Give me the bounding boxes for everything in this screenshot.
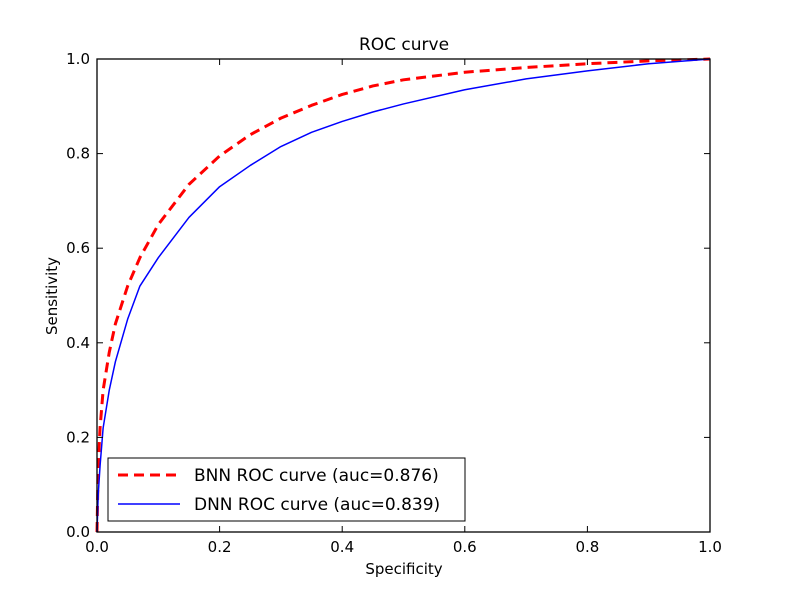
x-axis-label: Specificity (365, 560, 442, 578)
y-tick-label: 0.0 (66, 523, 90, 541)
series-line-dnn (96, 58, 711, 533)
legend-label-bnn: BNN ROC curve (auc=0.876) (194, 466, 439, 486)
y-tick-label: 0.2 (66, 428, 90, 446)
x-axis-ticks: 0.0 0.2 0.4 0.6 0.8 1.0 (85, 59, 722, 556)
x-tick-label: 0.4 (330, 538, 354, 556)
x-tick-label: 0.6 (453, 538, 477, 556)
y-axis-ticks: 0.0 0.2 0.4 0.6 0.8 1.0 (66, 50, 710, 541)
x-tick-label: 1.0 (698, 538, 722, 556)
legend-label-dnn: DNN ROC curve (auc=0.839) (194, 495, 440, 515)
chart-title: ROC curve (359, 35, 449, 55)
y-tick-label: 0.6 (66, 239, 90, 257)
x-tick-label: 0.2 (208, 538, 232, 556)
y-tick-label: 0.8 (66, 145, 90, 163)
y-tick-label: 1.0 (66, 50, 90, 68)
plot-area (97, 59, 710, 532)
legend-box (107, 457, 466, 522)
plot-frame (96, 58, 711, 533)
y-tick-label: 0.4 (66, 334, 90, 352)
plot-background (97, 59, 710, 532)
legend: BNN ROC curve (auc=0.876) DNN ROC curve … (107, 457, 466, 522)
series-layer (95, 57, 711, 533)
y-axis-label: Sensitivity (43, 257, 61, 335)
series-line-bnn (95, 57, 711, 533)
x-tick-label: 0.0 (85, 538, 109, 556)
x-tick-label: 0.8 (575, 538, 599, 556)
